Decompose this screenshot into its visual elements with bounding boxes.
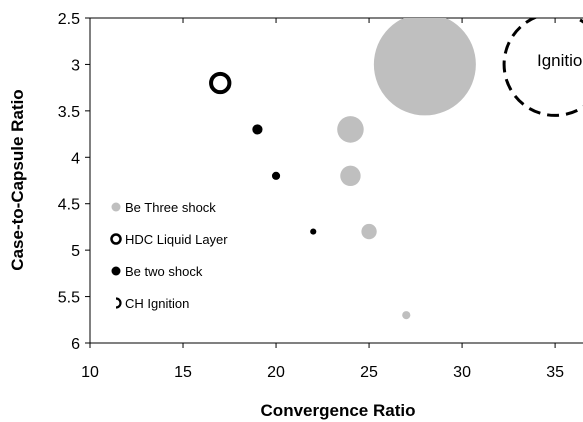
axes: 10 15 20 25 30 35 2.5 3 3.5 4 4.5 5 5.5 6: [58, 11, 583, 381]
y-axis-title: Case-to-Capsule Ratio: [8, 89, 27, 270]
bubble-point: [402, 311, 411, 320]
bubble-point: [209, 71, 232, 95]
x-tick-label: 15: [174, 364, 192, 381]
annotation-label: Ignition: [537, 51, 583, 70]
y-tick-label: 5: [71, 243, 80, 260]
bubble-point: [373, 18, 476, 116]
annotations: Ignition: [537, 51, 583, 70]
bubble-point: [361, 223, 377, 240]
legend-label: HDC Liquid Layer: [125, 232, 228, 247]
y-tick-label: 4: [71, 150, 80, 167]
x-tick-label: 20: [267, 364, 285, 381]
y-tick-label: 6: [71, 336, 80, 353]
bubble-point: [271, 171, 281, 180]
legend-label: Be two shock: [125, 264, 203, 279]
legend: Be Three shock HDC Liquid Layer Be two sho…: [110, 200, 228, 311]
x-tick-label: 10: [81, 364, 99, 381]
x-axis-title: Convergence Ratio: [261, 401, 416, 420]
bubble-point: [337, 116, 364, 143]
x-tick-label: 30: [453, 364, 471, 381]
y-tick-label: 4.5: [58, 197, 80, 214]
bubble-point: [252, 124, 263, 135]
legend-marker: [110, 233, 122, 245]
y-tick-label: 3: [71, 57, 80, 74]
legend-label: Be Three shock: [125, 200, 216, 215]
bubble-point: [310, 228, 317, 235]
legend-marker: [111, 202, 121, 212]
y-tick-label: 5.5: [58, 290, 80, 307]
legend-label: CH Ignition: [125, 296, 189, 311]
bubble-point: [502, 18, 583, 117]
y-tick-label: 2.5: [58, 11, 80, 28]
bubbles: [209, 18, 583, 320]
legend-marker: [115, 297, 122, 309]
x-tick-label: 35: [546, 364, 564, 381]
y-tick-label: 3.5: [58, 104, 80, 121]
legend-marker: [111, 266, 121, 276]
bubble-point: [340, 165, 361, 187]
x-tick-label: 25: [360, 364, 378, 381]
